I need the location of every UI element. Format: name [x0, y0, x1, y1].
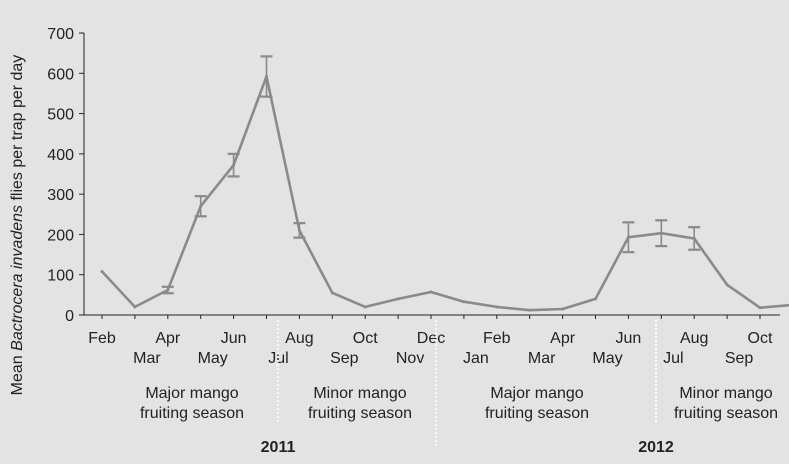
- data-point: [594, 297, 597, 301]
- data-point: [495, 305, 499, 309]
- y-axis-label: Mean Bactrocera invadens flies per trap …: [9, 55, 26, 396]
- error-bar: [260, 55, 273, 98]
- data-point: [100, 269, 104, 273]
- x-tick-label: Mar: [133, 350, 161, 367]
- season-label-3: Major mango fruiting season: [485, 385, 589, 422]
- data-point: [725, 283, 729, 287]
- x-tick-label: Jan: [463, 350, 489, 367]
- data-point: [133, 305, 137, 309]
- error-bar: [293, 222, 306, 239]
- series-line: [100, 75, 789, 312]
- x-tick-label: Mar: [528, 350, 556, 367]
- x-tick-label: Feb: [88, 330, 116, 347]
- season-label-1: Major mango fruiting season: [140, 385, 244, 422]
- x-tick-label: Oct: [353, 330, 378, 347]
- x-tick-label: Apr: [155, 330, 181, 347]
- data-point: [330, 291, 334, 295]
- y-tick-label: 500: [47, 107, 74, 124]
- x-tick-label: Dec: [417, 330, 445, 347]
- x-tick-label: Feb: [483, 330, 511, 347]
- y-tick-label: 700: [47, 26, 74, 43]
- y-ticks: 0 100 200 300 400 500 600 700: [47, 26, 84, 325]
- data-point: [561, 307, 565, 311]
- data-point: [429, 290, 433, 294]
- y-tick-label: 0: [65, 308, 74, 325]
- error-bar: [622, 221, 635, 254]
- error-bar: [227, 152, 240, 178]
- season-label-2: Minor mango fruiting season: [308, 385, 412, 422]
- data-point: [462, 300, 466, 304]
- x-tick-label: Jul: [663, 350, 683, 367]
- x-tick-label: Oct: [748, 330, 773, 347]
- y-tick-label: 200: [47, 227, 74, 244]
- error-bar: [194, 195, 207, 218]
- data-line: [101, 75, 789, 312]
- error-bar: [161, 285, 174, 295]
- x-tick-label: Aug: [285, 330, 313, 347]
- season-label-4: Minor mango fruiting season: [674, 385, 778, 422]
- x-tick-label: May: [592, 350, 622, 367]
- y-tick-label: 400: [47, 147, 74, 164]
- data-point: [363, 305, 367, 309]
- x-tick-label: Jun: [221, 330, 247, 347]
- year-label-2012: 2012: [638, 439, 674, 456]
- x-tick-label: Sep: [330, 350, 359, 367]
- x-tick-label: Apr: [550, 330, 576, 347]
- y-tick-label: 300: [47, 187, 74, 204]
- data-point: [396, 297, 400, 301]
- x-tick-label: May: [198, 350, 228, 367]
- year-label-2011: 2011: [261, 439, 296, 456]
- error-bar: [655, 219, 668, 248]
- x-tick-label: Sep: [725, 350, 754, 367]
- error-bars: [161, 55, 701, 295]
- x-tick-label: Aug: [680, 330, 708, 347]
- error-bar: [688, 226, 701, 251]
- y-tick-label: 600: [47, 66, 74, 83]
- x-ticks: Feb Mar Apr May Jun Jul Aug Sep Oct Nov Dec Jan Feb M…: [88, 315, 773, 367]
- data-point: [528, 308, 532, 312]
- y-tick-label: 100: [47, 268, 74, 285]
- x-tick-label: Nov: [396, 350, 424, 367]
- data-point: [758, 306, 762, 310]
- x-tick-label: Jul: [268, 350, 288, 367]
- x-tick-label: Jun: [616, 330, 642, 347]
